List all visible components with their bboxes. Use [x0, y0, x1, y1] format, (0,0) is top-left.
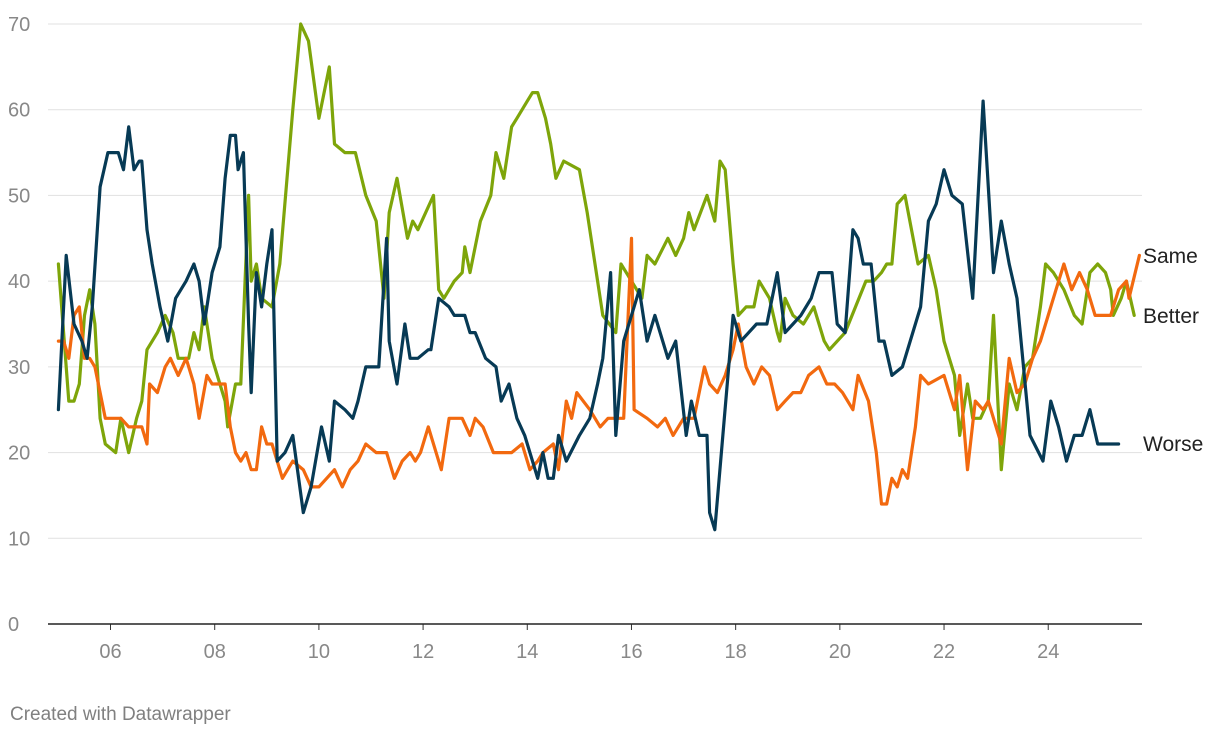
y-tick-label-60: 60 [8, 100, 30, 122]
series-label-better: Better [1143, 305, 1199, 328]
x-tick-label-14: 14 [516, 641, 538, 663]
series-label-same: Same [1143, 245, 1198, 268]
gridlines [48, 23, 1142, 539]
x-tick-label-20: 20 [829, 641, 851, 663]
y-tick-label-50: 50 [8, 185, 30, 207]
y-tick-label-10: 10 [8, 528, 30, 550]
x-tick-label-06: 06 [99, 641, 121, 663]
x-tick-label-16: 16 [620, 641, 642, 663]
series-label-worse: Worse [1143, 433, 1203, 456]
x-tick-label-24: 24 [1037, 641, 1059, 663]
series-lines [56, 22, 1141, 532]
x-axis-tick-labels: 06 08 10 12 14 16 18 20 22 24 [99, 624, 1059, 663]
y-tick-label-40: 40 [8, 271, 30, 293]
x-tick-label-18: 18 [725, 641, 747, 663]
x-tick-label-08: 08 [204, 641, 226, 663]
series-line-worse [56, 99, 1121, 532]
series-line-same [56, 236, 1141, 506]
y-axis-tick-labels: 0 10 20 30 40 50 60 70 [8, 14, 30, 636]
y-tick-label-0: 0 [8, 614, 19, 636]
x-tick-label-12: 12 [412, 641, 434, 663]
series-line-better [56, 22, 1136, 472]
credit-text: Created with Datawrapper [10, 704, 231, 725]
y-tick-label-70: 70 [8, 14, 30, 36]
series-end-labels: Same Better Worse [1143, 245, 1203, 456]
x-tick-label-22: 22 [933, 641, 955, 663]
y-tick-label-30: 30 [8, 357, 30, 379]
y-tick-label-20: 20 [8, 443, 30, 465]
x-tick-label-10: 10 [308, 641, 330, 663]
